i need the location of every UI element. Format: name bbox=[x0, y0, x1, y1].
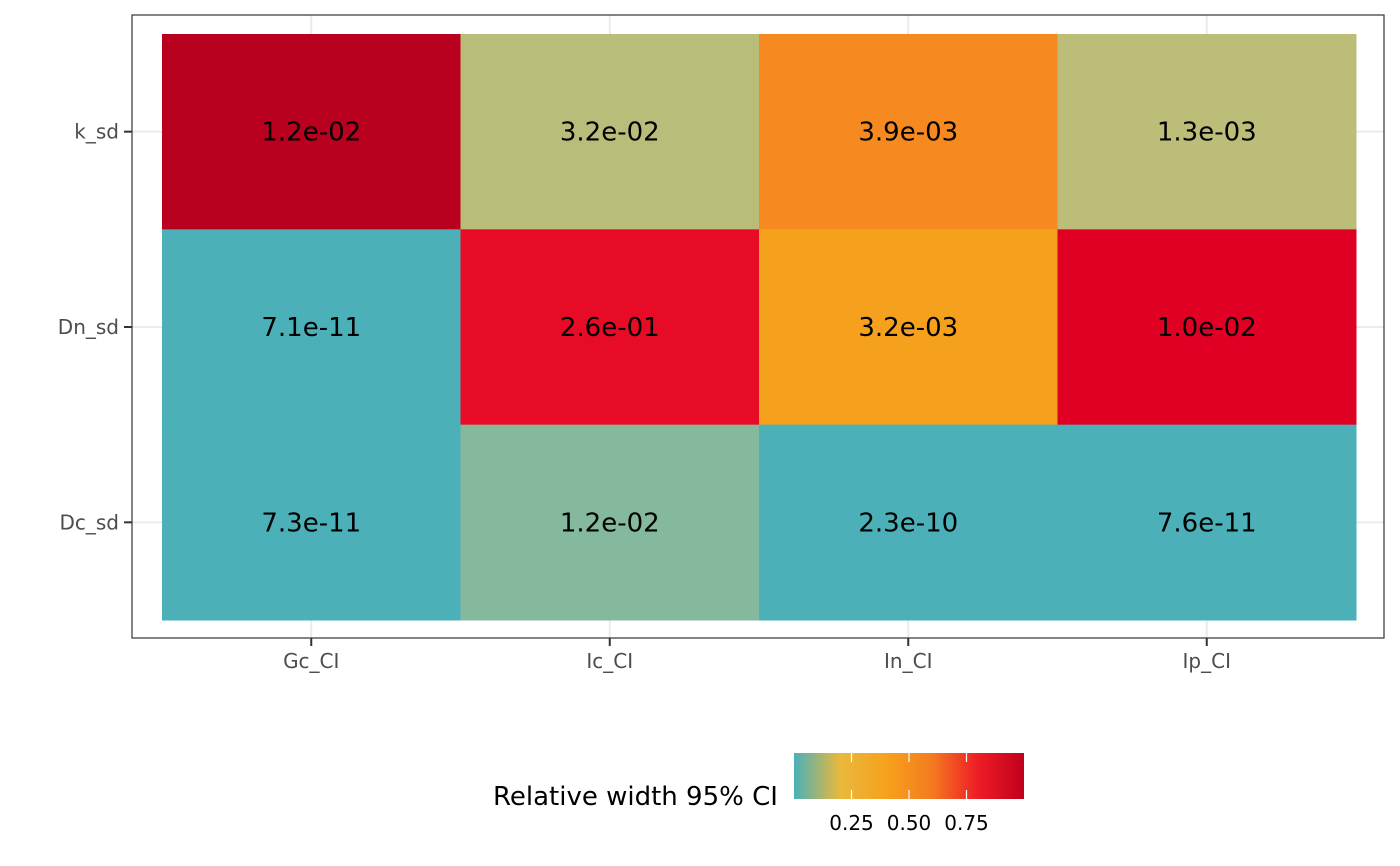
x-tick-label: Gc_CI bbox=[283, 649, 339, 673]
cell-value-label: 7.1e-11 bbox=[261, 313, 361, 343]
legend-title: Relative width 95% CI bbox=[493, 782, 778, 812]
cell-value-label: 1.3e-03 bbox=[1157, 118, 1257, 148]
heatmap-cell bbox=[460, 229, 760, 426]
y-tick-label: Dc_sd bbox=[59, 510, 119, 534]
cell-value-label: 7.6e-11 bbox=[1157, 508, 1257, 538]
x-axis: Gc_CI Ic_CI In_CI Ip_CI bbox=[283, 638, 1231, 673]
cell-value-label: 2.3e-10 bbox=[858, 508, 958, 538]
heatmap-cells bbox=[162, 34, 1357, 621]
heatmap-cell bbox=[1057, 34, 1357, 230]
heatmap-cell bbox=[759, 424, 1058, 621]
heatmap-cell bbox=[1057, 424, 1357, 621]
cell-value-label: 3.9e-03 bbox=[858, 118, 958, 148]
legend-ticks: 0.25 0.50 0.75 bbox=[829, 753, 989, 835]
legend-tick-label: 0.25 bbox=[829, 811, 874, 835]
cell-value-label: 1.2e-02 bbox=[261, 118, 361, 148]
x-tick-label: Ic_CI bbox=[586, 649, 633, 673]
cell-value-label: 1.2e-02 bbox=[560, 508, 660, 538]
x-tick-label: In_CI bbox=[884, 649, 932, 673]
heatmap-cell bbox=[759, 229, 1058, 426]
legend-tick-label: 0.50 bbox=[887, 811, 932, 835]
cell-value-label: 1.0e-02 bbox=[1157, 313, 1257, 343]
heatmap-cell bbox=[759, 34, 1058, 230]
y-tick-label: Dn_sd bbox=[58, 315, 119, 339]
color-legend: Relative width 95% CI 0.25 0.50 0.75 bbox=[493, 753, 1024, 835]
heatmap-cell bbox=[162, 34, 461, 230]
cell-value-label: 7.3e-11 bbox=[261, 508, 361, 538]
heatmap-cell bbox=[1057, 229, 1357, 426]
cell-value-label: 2.6e-01 bbox=[560, 313, 660, 343]
heatmap-cell bbox=[460, 424, 760, 621]
x-tick-label: Ip_CI bbox=[1183, 649, 1231, 673]
legend-tick-label: 0.75 bbox=[944, 811, 989, 835]
cell-value-label: 3.2e-03 bbox=[858, 313, 958, 343]
cell-labels: 1.2e-02 3.2e-02 3.9e-03 1.3e-03 7.1e-11 2.6e-… bbox=[261, 118, 1256, 539]
cell-value-label: 3.2e-02 bbox=[560, 118, 660, 148]
heatmap-cell bbox=[162, 424, 461, 621]
heatmap-cell bbox=[460, 34, 760, 230]
y-tick-label: k_sd bbox=[74, 120, 119, 144]
heatmap-cell bbox=[162, 229, 461, 426]
y-axis: k_sd Dn_sd Dc_sd bbox=[58, 120, 132, 534]
